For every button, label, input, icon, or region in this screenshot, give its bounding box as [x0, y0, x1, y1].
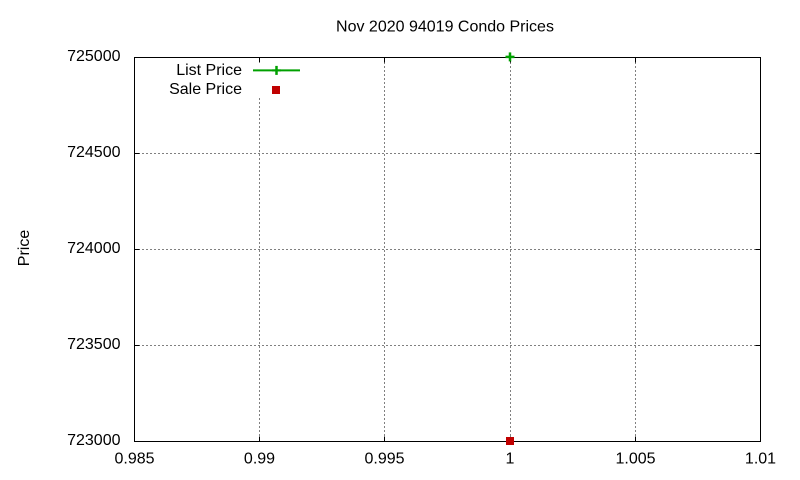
svg-text:Price: Price [16, 230, 33, 267]
svg-text:0.99: 0.99 [244, 451, 275, 468]
svg-text:1: 1 [506, 451, 515, 468]
svg-text:Nov 2020 94019 Condo Prices: Nov 2020 94019 Condo Prices [336, 19, 554, 36]
svg-text:1.005: 1.005 [615, 451, 655, 468]
svg-text:723000: 723000 [67, 432, 120, 449]
svg-text:724500: 724500 [67, 144, 120, 161]
svg-text:Sale Price: Sale Price [169, 81, 242, 98]
svg-text:0.995: 0.995 [364, 451, 404, 468]
svg-text:723500: 723500 [67, 336, 120, 353]
svg-text:724000: 724000 [67, 240, 120, 257]
svg-text:0.985: 0.985 [114, 451, 154, 468]
svg-text:725000: 725000 [67, 48, 120, 65]
svg-text:List Price: List Price [176, 62, 242, 79]
svg-text:1.01: 1.01 [745, 451, 776, 468]
